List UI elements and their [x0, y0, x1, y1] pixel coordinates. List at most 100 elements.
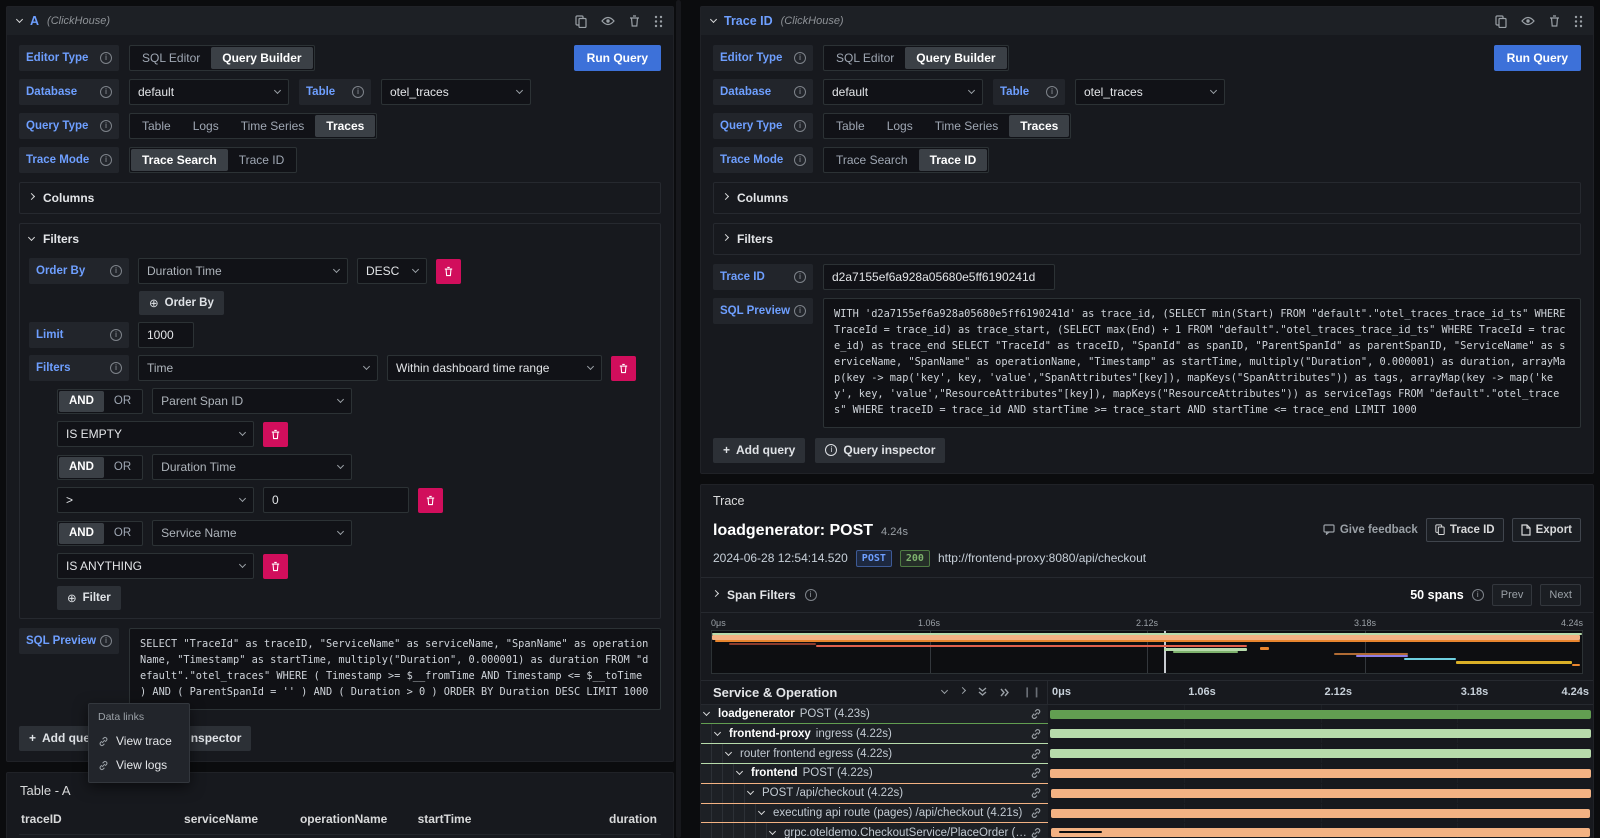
info-icon[interactable]: i [352, 86, 364, 98]
export-button[interactable]: Export [1512, 518, 1581, 542]
columns-toggle[interactable]: Columns [29, 189, 651, 207]
span-row[interactable]: POST /api/checkout (4.22s) [701, 784, 1593, 804]
query-inspector-button[interactable]: iQuery inspector [815, 438, 945, 463]
and-option[interactable]: AND [59, 391, 104, 412]
filter1-op-select[interactable]: IS EMPTY [57, 421, 254, 447]
span-duration-bar[interactable] [1051, 828, 1591, 837]
filters-toggle[interactable]: Filters [29, 230, 651, 248]
remove-order-by-button[interactable] [436, 259, 461, 284]
span-name-cell[interactable]: frontendPOST (4.22s) [701, 764, 1048, 784]
panel-a-header[interactable]: A (ClickHouse) [7, 7, 673, 35]
chevron-down-icon[interactable] [759, 812, 771, 814]
span-row[interactable]: router frontend egress (4.22s) [701, 744, 1593, 764]
give-feedback-link[interactable]: Give feedback [1323, 524, 1418, 536]
order-by-field-select[interactable]: Duration Time [138, 258, 348, 284]
info-icon[interactable]: i [794, 120, 806, 132]
or-option[interactable]: OR [104, 457, 141, 478]
span-name-cell[interactable]: loadgeneratorPOST (4.23s) [701, 705, 1048, 725]
span-link-icon[interactable] [1028, 748, 1044, 760]
span-duration-track[interactable] [1048, 744, 1593, 764]
drag-handle-icon[interactable] [654, 15, 663, 28]
info-icon[interactable]: i [1046, 86, 1058, 98]
span-name-cell[interactable]: POST /api/checkout (4.22s) [701, 784, 1048, 804]
and-option[interactable]: AND [59, 523, 104, 544]
chevron-down-icon[interactable] [770, 832, 782, 834]
info-icon[interactable]: i [794, 305, 806, 317]
span-link-icon[interactable] [1028, 787, 1044, 799]
span-duration-track[interactable] [1048, 804, 1593, 824]
expand-all-icon[interactable] [1000, 688, 1010, 697]
info-icon[interactable]: i [805, 589, 817, 601]
column-header-serviceName[interactable]: serviceName [182, 808, 298, 835]
filter2-value-input[interactable]: 0 [263, 487, 409, 513]
order-direction-select[interactable]: DESC [357, 258, 427, 284]
query-type-table[interactable]: Table [825, 115, 876, 137]
run-query-button[interactable]: Run Query [574, 45, 661, 71]
filter2-op-select[interactable]: > [57, 487, 254, 513]
trace-id-link[interactable]: d2a7155ef6a928a05... [19, 834, 182, 838]
span-duration-track[interactable] [1048, 823, 1593, 838]
span-row[interactable]: frontendPOST (4.22s) [701, 764, 1593, 784]
trash-icon[interactable] [1549, 15, 1560, 27]
span-link-icon[interactable] [1028, 728, 1044, 740]
view-trace-menu-item[interactable]: View trace [89, 729, 189, 753]
collapse-panel-icon[interactable] [710, 16, 717, 23]
filter3-op-select[interactable]: IS ANYTHING [57, 553, 254, 579]
add-order-by-button[interactable]: ⊕Order By [139, 291, 224, 315]
column-resize-handle[interactable]: ❙❙ [1023, 687, 1033, 698]
trace-search-option[interactable]: Trace Search [825, 149, 919, 171]
filter3-field-select[interactable]: Service Name [152, 520, 352, 546]
table-select[interactable]: otel_traces [1075, 79, 1225, 105]
info-icon[interactable]: i [100, 120, 112, 132]
info-icon[interactable]: i [110, 329, 122, 341]
query-type-logs[interactable]: Logs [182, 115, 230, 137]
expand-one-icon[interactable] [959, 687, 966, 694]
span-name-cell[interactable]: grpc.oteldemo.CheckoutService/PlaceOrder… [701, 823, 1048, 838]
column-header-duration[interactable]: duration [593, 808, 661, 835]
or-option[interactable]: OR [104, 523, 141, 544]
limit-input[interactable]: 1000 [138, 322, 194, 348]
info-icon[interactable]: i [794, 271, 806, 283]
query-type-traces[interactable]: Traces [1009, 115, 1069, 137]
remove-filter2-button[interactable] [418, 488, 443, 513]
filter-time-field-select[interactable]: Time [138, 355, 378, 381]
info-icon[interactable]: i [1472, 589, 1484, 601]
collapse-all-icon[interactable] [978, 687, 987, 697]
span-link-icon[interactable] [1028, 708, 1044, 720]
filter2-field-select[interactable]: Duration Time [152, 454, 352, 480]
sql-editor-option[interactable]: SQL Editor [131, 47, 211, 69]
span-duration-bar[interactable] [1050, 769, 1591, 778]
query-type-traces[interactable]: Traces [315, 115, 375, 137]
sql-editor-option[interactable]: SQL Editor [825, 47, 905, 69]
scrollbar[interactable] [676, 0, 681, 838]
info-icon[interactable]: i [794, 86, 806, 98]
eye-icon[interactable] [1521, 16, 1535, 26]
collapse-panel-icon[interactable] [16, 16, 23, 23]
column-header-startTime[interactable]: startTime [416, 808, 593, 835]
info-icon[interactable]: i [100, 52, 112, 64]
database-select[interactable]: default [129, 79, 289, 105]
span-row[interactable]: grpc.oteldemo.CheckoutService/PlaceOrder… [701, 823, 1593, 838]
trash-icon[interactable] [629, 15, 640, 27]
span-filters-chevron[interactable] [712, 590, 719, 597]
filter-time-op-select[interactable]: Within dashboard time range [387, 355, 602, 381]
or-option[interactable]: OR [104, 391, 141, 412]
columns-toggle[interactable]: Columns [723, 189, 1571, 207]
query-type-timeseries[interactable]: Time Series [924, 115, 1010, 137]
info-icon[interactable]: i [794, 52, 806, 64]
trace-id-option[interactable]: Trace ID [919, 149, 988, 171]
info-icon[interactable]: i [100, 86, 112, 98]
span-duration-track[interactable] [1048, 764, 1593, 784]
span-name-cell[interactable]: frontend-proxyingress (4.22s) [701, 724, 1048, 744]
span-duration-track[interactable] [1048, 724, 1593, 744]
add-query-button[interactable]: +Add query [713, 438, 805, 463]
query-builder-option[interactable]: Query Builder [905, 47, 1006, 69]
table-select[interactable]: otel_traces [381, 79, 531, 105]
chevron-down-icon[interactable] [737, 772, 749, 774]
span-duration-bar[interactable] [1051, 809, 1591, 818]
span-duration-track[interactable] [1048, 784, 1593, 804]
span-row[interactable]: frontend-proxyingress (4.22s) [701, 724, 1593, 744]
trace-minimap[interactable]: 0μs1.06s2.12s3.18s4.24s [711, 617, 1583, 674]
trace-id-input[interactable]: d2a7155ef6a928a05680e5ff6190241d [823, 264, 1055, 290]
trace-search-option[interactable]: Trace Search [131, 149, 228, 171]
